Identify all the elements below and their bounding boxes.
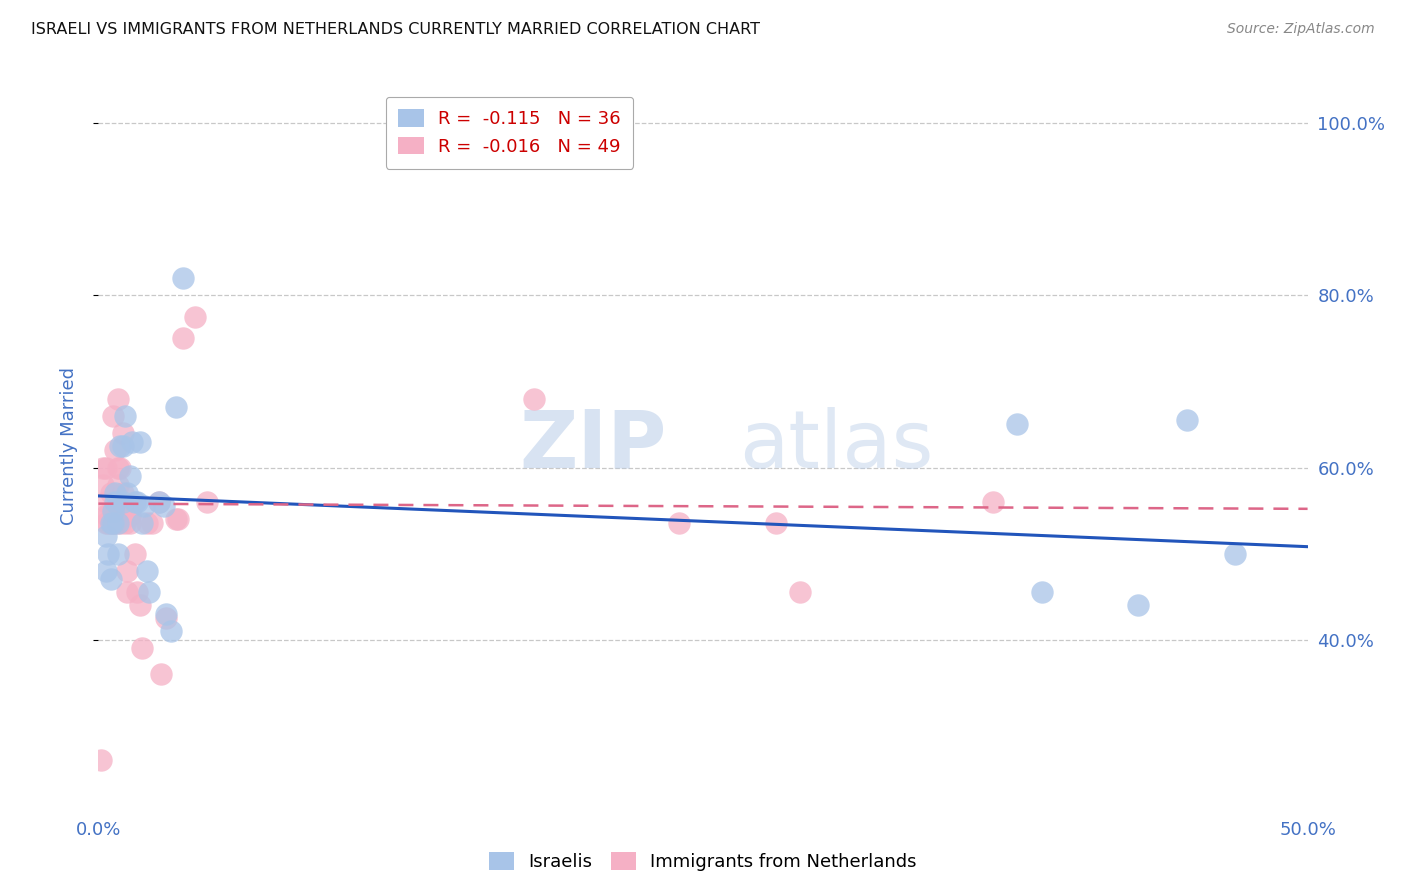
Point xyxy=(108,460,131,475)
Point xyxy=(155,607,177,621)
Point xyxy=(94,516,117,531)
Point xyxy=(94,529,117,543)
Point xyxy=(167,512,190,526)
Point xyxy=(165,401,187,415)
Point xyxy=(789,585,811,599)
Point xyxy=(148,495,170,509)
Point xyxy=(117,564,139,578)
Point xyxy=(101,503,124,517)
Point xyxy=(150,667,173,681)
Point xyxy=(100,486,122,500)
Point xyxy=(107,477,129,491)
Point xyxy=(138,585,160,599)
Point xyxy=(111,495,134,509)
Point xyxy=(111,426,134,441)
Point xyxy=(668,516,690,531)
Point xyxy=(107,460,129,475)
Point xyxy=(104,516,127,531)
Point xyxy=(111,486,134,500)
Point xyxy=(104,495,127,509)
Point xyxy=(104,486,127,500)
Text: atlas: atlas xyxy=(740,407,934,485)
Point xyxy=(155,611,177,625)
Point xyxy=(114,516,136,531)
Point xyxy=(104,443,127,458)
Point xyxy=(107,516,129,531)
Point xyxy=(91,460,114,475)
Point xyxy=(111,439,134,453)
Point xyxy=(100,573,122,587)
Point xyxy=(128,434,150,449)
Point xyxy=(118,508,141,522)
Point xyxy=(135,516,157,531)
Point xyxy=(101,508,124,522)
Point xyxy=(94,495,117,509)
Point xyxy=(107,392,129,406)
Point xyxy=(127,585,149,599)
Point xyxy=(160,624,183,638)
Point xyxy=(107,547,129,561)
Point xyxy=(121,434,143,449)
Point xyxy=(135,564,157,578)
Point xyxy=(127,495,149,509)
Point xyxy=(108,516,131,531)
Point xyxy=(1031,585,1053,599)
Point xyxy=(118,516,141,531)
Point xyxy=(91,477,114,491)
Point xyxy=(1007,417,1029,432)
Point xyxy=(131,641,153,656)
Point xyxy=(100,516,122,531)
Point xyxy=(101,516,124,531)
Point xyxy=(101,516,124,531)
Point xyxy=(124,547,146,561)
Point xyxy=(94,460,117,475)
Point xyxy=(108,439,131,453)
Legend: R =  -0.115   N = 36, R =  -0.016   N = 49: R = -0.115 N = 36, R = -0.016 N = 49 xyxy=(385,96,633,169)
Text: ZIP: ZIP xyxy=(519,407,666,485)
Text: ISRAELI VS IMMIGRANTS FROM NETHERLANDS CURRENTLY MARRIED CORRELATION CHART: ISRAELI VS IMMIGRANTS FROM NETHERLANDS C… xyxy=(31,22,759,37)
Point xyxy=(100,512,122,526)
Point xyxy=(117,585,139,599)
Point xyxy=(1175,413,1198,427)
Point xyxy=(1128,598,1150,612)
Point xyxy=(94,564,117,578)
Text: Source: ZipAtlas.com: Source: ZipAtlas.com xyxy=(1227,22,1375,37)
Point xyxy=(184,310,207,324)
Point xyxy=(195,495,218,509)
Point xyxy=(111,503,134,517)
Point xyxy=(97,516,120,531)
Point xyxy=(97,508,120,522)
Point xyxy=(523,392,546,406)
Point xyxy=(172,331,194,345)
Point xyxy=(128,598,150,612)
Point xyxy=(121,500,143,514)
Point xyxy=(114,409,136,423)
Point xyxy=(131,516,153,531)
Point xyxy=(152,500,174,514)
Point xyxy=(90,753,112,767)
Point xyxy=(101,409,124,423)
Point xyxy=(141,516,163,531)
Point xyxy=(1223,547,1246,561)
Point xyxy=(172,271,194,285)
Point xyxy=(94,508,117,522)
Point xyxy=(97,547,120,561)
Point xyxy=(118,469,141,483)
Point xyxy=(134,500,156,514)
Point xyxy=(765,516,787,531)
Point xyxy=(981,495,1004,509)
Point xyxy=(148,495,170,509)
Point xyxy=(165,512,187,526)
Legend: Israelis, Immigrants from Netherlands: Israelis, Immigrants from Netherlands xyxy=(482,846,924,879)
Y-axis label: Currently Married: Currently Married xyxy=(59,367,77,525)
Point xyxy=(117,486,139,500)
Point xyxy=(124,495,146,509)
